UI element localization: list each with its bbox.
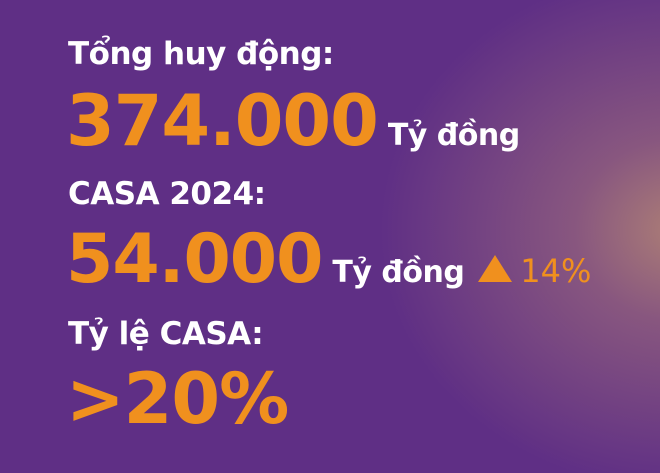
casa-2024-unit: Tỷ đồng [332,255,465,290]
total-mobilization-unit: Tỷ đồng [387,118,520,153]
total-mobilization-value: 374.000 [66,80,379,162]
casa-ratio-label: Tỷ lệ CASA: [68,316,264,352]
casa-change: 14% [520,252,592,290]
casa-ratio-value: >20% [66,358,289,440]
casa-2024-label: CASA 2024: [68,176,266,212]
triangle-up-icon [478,255,513,282]
casa-2024-value: 54.000 [66,220,323,299]
casa-2024-row: 54.000 Tỷ đồng 14% [66,220,591,299]
casa-ratio-row: >20% [66,358,289,440]
total-mobilization-label: Tổng huy động: [68,36,334,72]
total-mobilization-row: 374.000 Tỷ đồng [66,80,520,162]
